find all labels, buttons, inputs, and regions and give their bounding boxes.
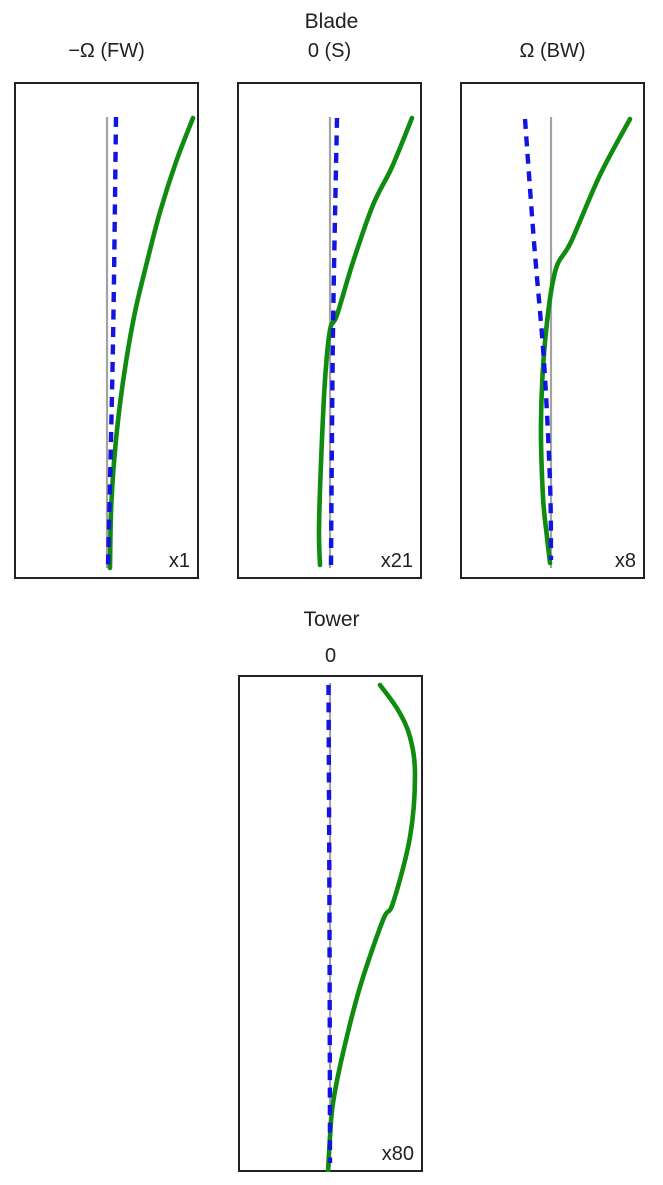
scale-label-blade-s: x21 (380, 550, 413, 572)
panel-title-blade-fw: −Ω (FW) (68, 40, 145, 62)
panel-title-blade-bw: Ω (BW) (519, 40, 586, 62)
mode-shape-plot-tower-0 (238, 675, 423, 1172)
mode-shape-plot-blade-fw (14, 82, 199, 579)
panel-tower-0: 0 x80 (238, 645, 423, 1172)
scale-label-tower-0: x80 (381, 1143, 414, 1165)
panel-title-blade-s: 0 (S) (307, 40, 352, 62)
panel-title-tower-0: 0 (324, 645, 337, 667)
tower-group-title: Tower (303, 608, 360, 631)
panel-blade-s: 0 (S) x21 (237, 40, 422, 579)
mode-shape-plot-blade-s (237, 82, 422, 579)
scale-label-blade-fw: x1 (168, 550, 190, 572)
panel-blade-bw: Ω (BW) x8 (460, 40, 645, 579)
panel-blade-fw: −Ω (FW) x1 (14, 40, 199, 579)
scale-label-blade-bw: x8 (614, 550, 636, 572)
mode-shape-plot-blade-bw (460, 82, 645, 579)
blade-group-title: Blade (304, 10, 359, 33)
